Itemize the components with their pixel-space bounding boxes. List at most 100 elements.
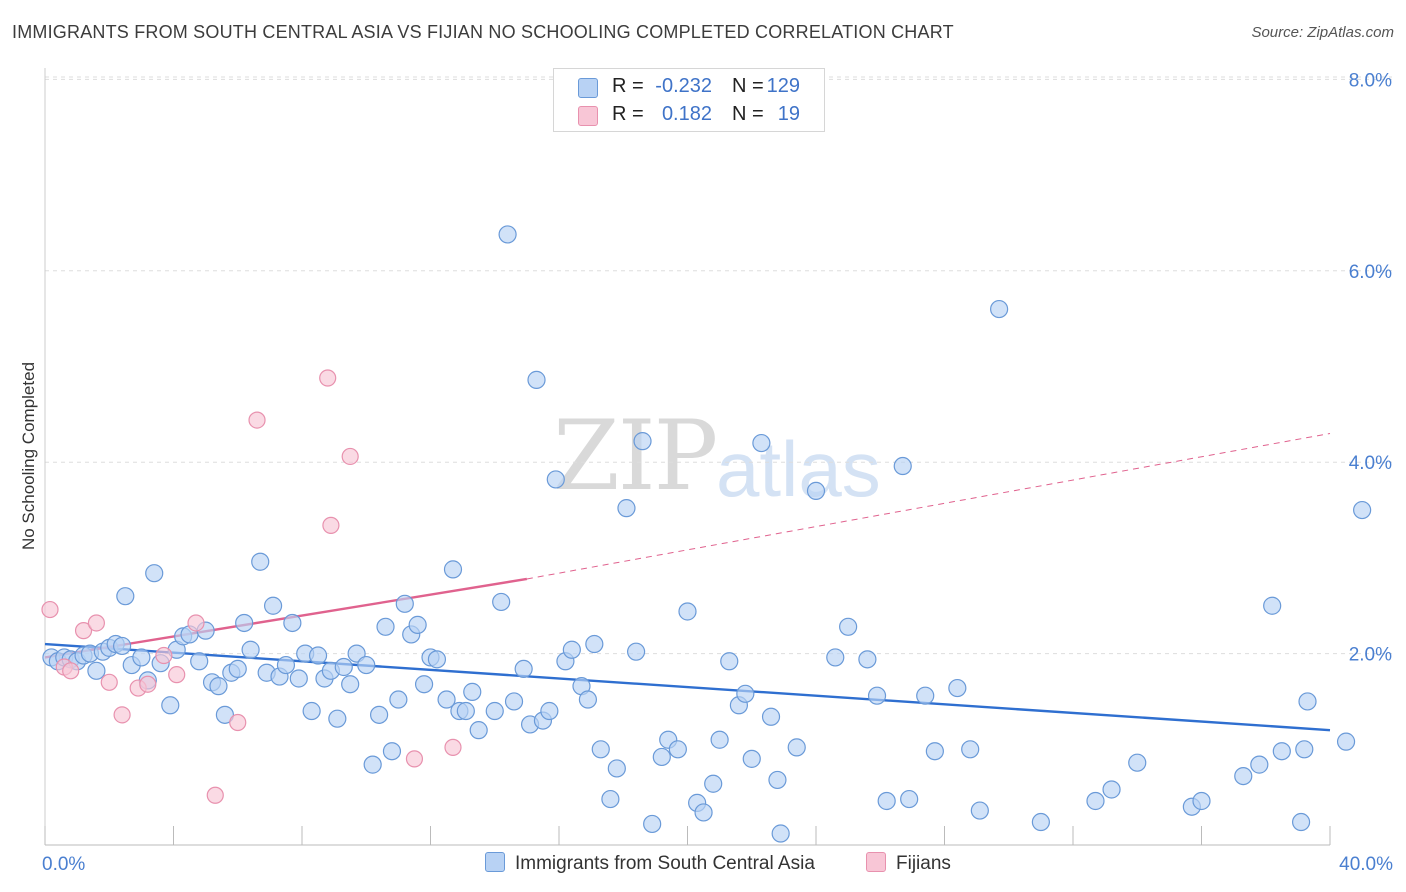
y-tick-label: 6.0% xyxy=(1349,262,1392,283)
point-immigrants xyxy=(215,705,234,724)
point-immigrants xyxy=(970,801,989,820)
legend-label-fijians: Fijians xyxy=(896,853,951,874)
legend-r-value: 0.182 xyxy=(661,103,712,125)
point-immigrants xyxy=(742,749,761,768)
legend-item-fijians[interactable]: Fijians xyxy=(866,852,951,875)
point-immigrants xyxy=(858,650,877,669)
point-immigrants xyxy=(427,650,447,669)
point-immigrants xyxy=(562,640,581,659)
legend-r-label: R = xyxy=(612,103,644,125)
point-immigrants xyxy=(302,701,321,721)
y-tick-label: 4.0% xyxy=(1349,453,1392,474)
point-immigrants xyxy=(469,721,488,740)
point-immigrants xyxy=(289,669,308,688)
point-immigrants xyxy=(132,648,151,667)
point-immigrants xyxy=(498,225,517,244)
point-immigrants xyxy=(1234,766,1253,786)
point-immigrants xyxy=(389,690,408,709)
point-immigrants xyxy=(395,594,414,613)
legend-n-value: 129 xyxy=(766,75,800,97)
point-immigrants xyxy=(209,677,228,696)
point-immigrants xyxy=(228,659,247,679)
point-immigrants xyxy=(607,759,626,778)
point-immigrants xyxy=(678,602,697,621)
point-immigrants xyxy=(370,705,389,724)
point-immigrants xyxy=(1102,780,1121,799)
point-immigrants xyxy=(190,652,209,671)
point-immigrants xyxy=(617,499,636,518)
point-fijians xyxy=(168,666,186,684)
point-immigrants xyxy=(1272,742,1291,761)
point-immigrants xyxy=(485,701,504,721)
point-immigrants xyxy=(877,791,896,811)
point-immigrants xyxy=(787,738,806,757)
legend-row-immigrants: R = -0.232 N = 129 xyxy=(554,73,824,101)
point-fijians xyxy=(206,786,224,804)
point-fijians xyxy=(341,447,359,466)
point-immigrants xyxy=(504,692,524,711)
point-immigrants xyxy=(826,648,845,667)
point-immigrants xyxy=(752,433,771,453)
point-immigrants xyxy=(456,701,475,721)
point-immigrants xyxy=(601,789,620,809)
trend-lines xyxy=(44,432,1331,732)
point-immigrants xyxy=(643,814,662,834)
y-axis-title: No Schooling Completed xyxy=(19,362,38,550)
legend-label-immigrants: Immigrants from South Central Asia xyxy=(515,853,815,874)
correlation-legend: R = -0.232 N = 129 R = 0.182 N = 19 xyxy=(553,68,825,132)
point-immigrants xyxy=(806,481,826,501)
point-immigrants xyxy=(668,740,687,759)
point-immigrants xyxy=(925,742,944,761)
point-immigrants xyxy=(443,560,463,579)
trend-line-immigrants xyxy=(44,642,1331,732)
point-immigrants xyxy=(768,770,787,790)
point-immigrants xyxy=(145,564,164,583)
point-immigrants xyxy=(761,707,781,726)
point-immigrants xyxy=(1086,791,1105,811)
point-immigrants xyxy=(633,432,652,451)
x-tick-label-min: 0.0% xyxy=(42,854,85,875)
point-immigrants xyxy=(867,686,887,705)
watermark-atlas: atlas xyxy=(716,425,881,513)
point-immigrants xyxy=(283,613,302,633)
point-immigrants xyxy=(1031,812,1050,832)
legend-r-value: -0.232 xyxy=(655,75,712,97)
legend-swatch-pink xyxy=(578,106,598,126)
point-immigrants xyxy=(161,696,180,715)
point-fijians xyxy=(319,369,337,387)
point-fijians xyxy=(248,411,266,429)
point-immigrants xyxy=(961,740,980,759)
watermark-zip: ZIP xyxy=(553,400,718,512)
point-immigrants xyxy=(328,709,347,728)
series-legend: Immigrants from South Central Asia Fijia… xyxy=(0,852,1406,878)
point-immigrants xyxy=(276,655,296,675)
point-immigrants xyxy=(990,299,1009,319)
point-immigrants xyxy=(341,675,360,694)
point-fijians xyxy=(87,614,106,632)
point-fijians xyxy=(155,646,173,665)
point-immigrants xyxy=(463,682,482,701)
legend-n-label: N = xyxy=(732,103,764,125)
legend-r-label: R = xyxy=(612,75,644,97)
point-immigrants xyxy=(1298,692,1317,711)
point-immigrants xyxy=(527,370,546,389)
gridlines xyxy=(45,76,1392,655)
point-immigrants xyxy=(1250,755,1269,774)
axes xyxy=(44,68,1331,846)
legend-item-immigrants[interactable]: Immigrants from South Central Asia xyxy=(485,852,815,875)
point-fijians xyxy=(322,516,340,534)
point-fijians xyxy=(100,673,118,691)
tick-labels: 2.0% 4.0% 6.0% 8.0% 0.0% 40.0% xyxy=(42,70,1393,875)
point-immigrants xyxy=(948,678,967,698)
point-immigrants xyxy=(263,596,283,615)
point-immigrants xyxy=(585,634,604,654)
legend-n-label: N = xyxy=(732,75,764,97)
point-immigrants xyxy=(112,636,132,656)
point-immigrants xyxy=(235,613,254,633)
point-immigrants xyxy=(720,652,739,671)
point-immigrants xyxy=(546,470,565,489)
point-immigrants xyxy=(1263,596,1282,615)
point-fijians xyxy=(229,713,247,732)
x-tick-label-max: 40.0% xyxy=(1339,854,1393,875)
y-tick-label: 8.0% xyxy=(1349,70,1392,91)
